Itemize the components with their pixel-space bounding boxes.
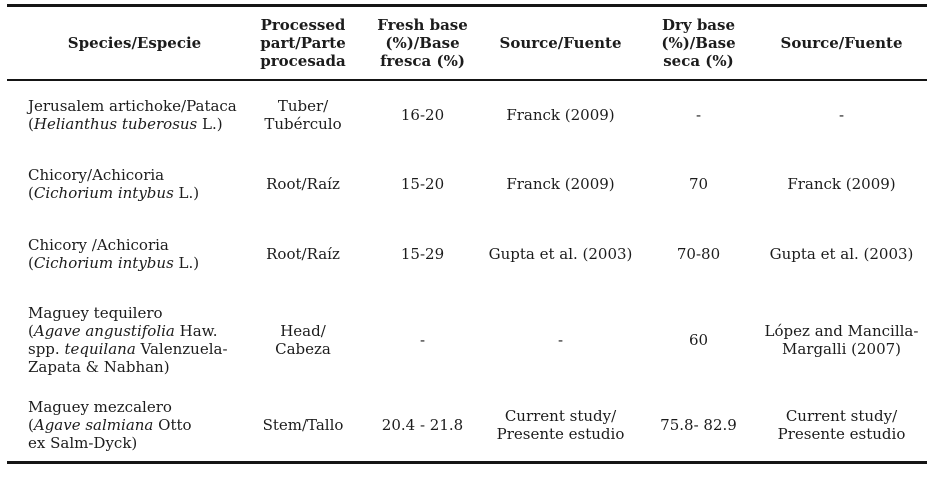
col-header-fresh-source: Source/Fuente [499, 33, 622, 52]
dry-source-cell: Franck (2009) [787, 174, 896, 193]
species-cell: Maguey tequilero (Agave angustifolia Haw.… [28, 303, 228, 376]
fresh-source-cell: Franck (2009) [506, 106, 615, 124]
fresh-source-cell: Current study/ Presente estudio [496, 407, 625, 444]
col-header-dry-source: Source/Fuente [780, 33, 903, 52]
fresh-base-cell: - [419, 330, 426, 349]
processed-part-cell: Head/ Cabeza [275, 321, 331, 358]
dry-base-cell: 70 [688, 174, 709, 193]
col-header-dry-base: Dry base (%)/Base seca (%) [661, 15, 736, 70]
fresh-source-cell: Franck (2009) [506, 174, 615, 193]
fresh-base-cell: 15-29 [400, 244, 445, 263]
fresh-source-cell: - [557, 330, 564, 349]
processed-part-cell: Root/Raíz [266, 174, 340, 193]
processed-part-cell: Stem/Tallo [262, 416, 344, 435]
species-cell: Chicory /Achicoria (Cichorium intybus L.) [28, 235, 200, 272]
fresh-source-cell: Gupta et al. (2003) [488, 244, 633, 263]
processed-part-cell: Tuber/ Tubérculo [264, 97, 342, 133]
processed-part-cell: Root/Raíz [266, 244, 340, 263]
col-header-species: Species/Especie [67, 33, 202, 52]
dry-source-cell: - [838, 106, 845, 124]
fresh-base-cell: 20.4 - 21.8 [381, 416, 464, 435]
table-row-maguey-mezcalero: Maguey mezcalero (Agave salmiana Otto ex S… [7, 390, 927, 463]
dry-base-cell: 75.8- 82.9 [660, 416, 737, 435]
dry-base-cell: 70-80 [676, 244, 721, 263]
fresh-base-cell: 16-20 [400, 106, 445, 124]
dry-source-cell: López and Mancilla- Margalli (2007) [764, 321, 919, 358]
species-cell: Maguey mezcalero (Agave salmiana Otto ex S… [28, 398, 192, 453]
species-cell: Jerusalem artichoke/Pataca (Helianthus tu… [28, 97, 237, 133]
table-row-jerusalem-artichoke: Jerusalem artichoke/Pataca (Helianthus tu… [7, 80, 927, 150]
table-row-maguey-tequilero: Maguey tequilero (Agave angustifolia Haw.… [7, 290, 927, 390]
col-header-fresh-base: Fresh base (%)/Base fresca (%) [377, 15, 468, 70]
species-cell: Chicory/Achicoria (Cichorium intybus L.) [28, 165, 200, 202]
inulin-content-table: Species/Especie Processed part/Parte pro… [7, 4, 927, 464]
table-row-chicory-gupta: Chicory /Achicoria (Cichorium intybus L.)… [7, 218, 927, 290]
dry-source-cell: Current study/ Presente estudio [777, 407, 906, 444]
header-row: Species/Especie Processed part/Parte pro… [7, 6, 927, 80]
table-row-chicory-franck: Chicory/Achicoria (Cichorium intybus L.) … [7, 150, 927, 218]
dry-source-cell: Gupta et al. (2003) [769, 244, 914, 263]
document-page: Species/Especie Processed part/Parte pro… [0, 4, 934, 477]
fresh-base-cell: 15-20 [400, 174, 445, 193]
col-header-processed-part: Processed part/Parte procesada [260, 15, 346, 70]
dry-base-cell: - [695, 106, 702, 124]
dry-base-cell: 60 [688, 330, 709, 349]
